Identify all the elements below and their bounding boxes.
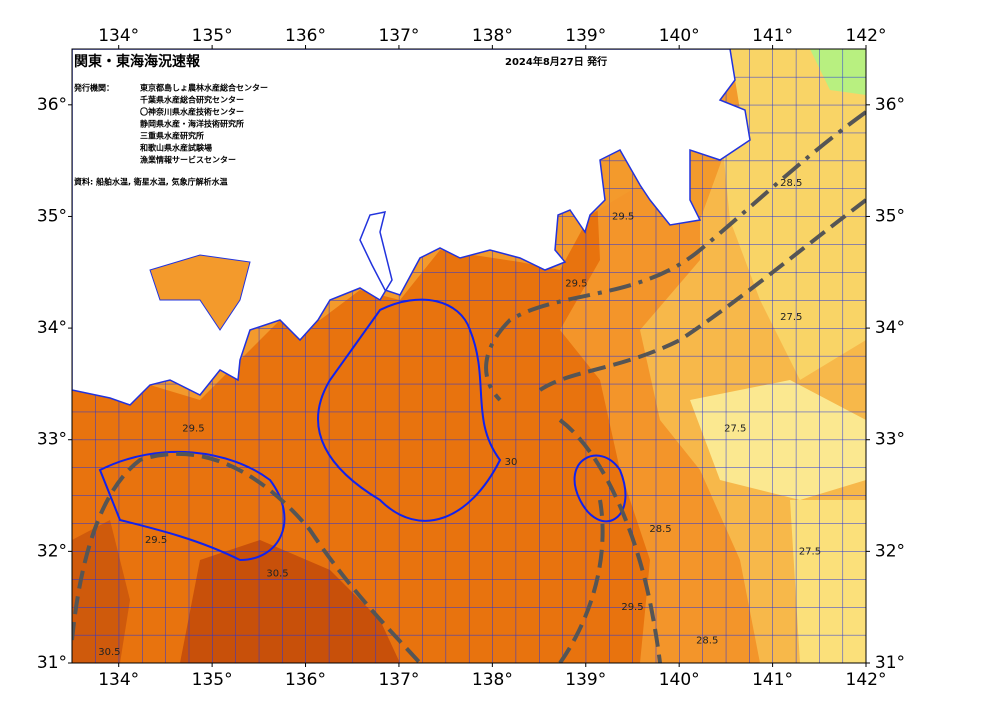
contour-label: 29.5 — [612, 211, 634, 222]
lon-tick-label: 134° — [98, 670, 139, 690]
issuer: 三重県水産研究所 — [140, 131, 204, 141]
lon-tick-label: 135° — [192, 26, 233, 46]
lat-tick-label: 31° — [875, 653, 905, 673]
contour-label: 29.5 — [565, 278, 587, 289]
current-axis — [72, 451, 422, 663]
land — [72, 49, 751, 406]
contour-label: 29.5 — [182, 424, 204, 435]
contour-label: 28.5 — [649, 524, 671, 535]
current-axis — [558, 418, 662, 663]
lon-tick-label: 136° — [285, 26, 326, 46]
map-area: 29.5 29.5 29.5 30.5 30.5 29.5 28.5 27.5 27.5 28.5… — [72, 49, 866, 663]
current-axis — [538, 198, 866, 392]
lat-tick-label: 35° — [37, 206, 67, 226]
issuer-label: 発行機関： — [73, 83, 114, 93]
lon-tick-label: 140° — [659, 670, 700, 690]
lon-tick-label: 139° — [565, 670, 606, 690]
issuer: 漁業情報サービスセンター — [140, 155, 236, 165]
issuer: 千葉県水産総合研究センター — [140, 95, 244, 105]
lon-tick-label: 140° — [659, 26, 700, 46]
contour-label: 28.5 — [696, 636, 718, 647]
issuer: 和歌山県水産試験場 — [140, 143, 212, 153]
lat-tick-label: 33° — [37, 430, 67, 450]
contour-label: 28.5 — [780, 178, 802, 189]
contour-label: 29.5 — [621, 602, 643, 613]
current-axis — [558, 499, 605, 663]
data-source: 資料: 船舶水温, 衛星水温, 気象庁解析水温 — [74, 177, 228, 187]
lon-tick-label: 141° — [752, 670, 793, 690]
lat-tick-label: 34° — [875, 318, 905, 338]
contour — [573, 454, 627, 523]
lat-tick-label: 32° — [875, 541, 905, 561]
lat-tick-label: 35° — [875, 206, 905, 226]
lon-tick-label: 138° — [472, 26, 513, 46]
lat-tick-label: 32° — [37, 541, 67, 561]
lat-tick-label: 34° — [37, 318, 67, 338]
lon-tick-label: 139° — [565, 26, 606, 46]
lat-tick-label: 36° — [875, 95, 905, 115]
contour-label: 30 — [505, 457, 518, 468]
contour-label: 30.5 — [98, 647, 120, 658]
lon-tick-label: 136° — [285, 670, 326, 690]
contour-label: 30.5 — [266, 569, 288, 580]
lon-tick-label: 138° — [472, 670, 513, 690]
axis-ticks: 134° 134° 135° 135° 136° 136° 137° 137° 138° 138°… — [37, 26, 905, 690]
bay — [149, 254, 251, 331]
lon-tick-label: 142° — [846, 670, 887, 690]
lat-tick-label: 36° — [37, 95, 67, 115]
issue-date: 2024年8月27日 発行 — [505, 55, 607, 68]
current-axis — [484, 110, 866, 402]
contour-label: 29.5 — [145, 535, 167, 546]
lon-tick-label: 135° — [192, 670, 233, 690]
lon-tick-label: 137° — [378, 670, 419, 690]
lat-tick-label: 33° — [875, 430, 905, 450]
lon-tick-label: 142° — [846, 26, 887, 46]
contour-label: 27.5 — [780, 312, 802, 323]
contour-label: 27.5 — [724, 424, 746, 435]
lon-tick-label: 134° — [98, 26, 139, 46]
lon-tick-label: 137° — [378, 26, 419, 46]
issuer: 静岡県水産・海洋技術研究所 — [140, 119, 244, 129]
lat-tick-label: 31° — [37, 653, 67, 673]
issuer: 東京都島しょ農林水産総合センター — [140, 83, 268, 93]
lon-tick-label: 141° — [752, 26, 793, 46]
contour — [317, 298, 502, 522]
title: 関東・東海海況速報 — [74, 53, 201, 70]
map-frame — [71, 48, 867, 664]
contour-label: 27.5 — [799, 546, 821, 557]
issuer: 〇神奈川県水産技術センター — [140, 107, 244, 117]
contour-labels: 29.5 29.5 29.5 30.5 30.5 29.5 28.5 27.5 27.5 28.5… — [98, 178, 821, 658]
